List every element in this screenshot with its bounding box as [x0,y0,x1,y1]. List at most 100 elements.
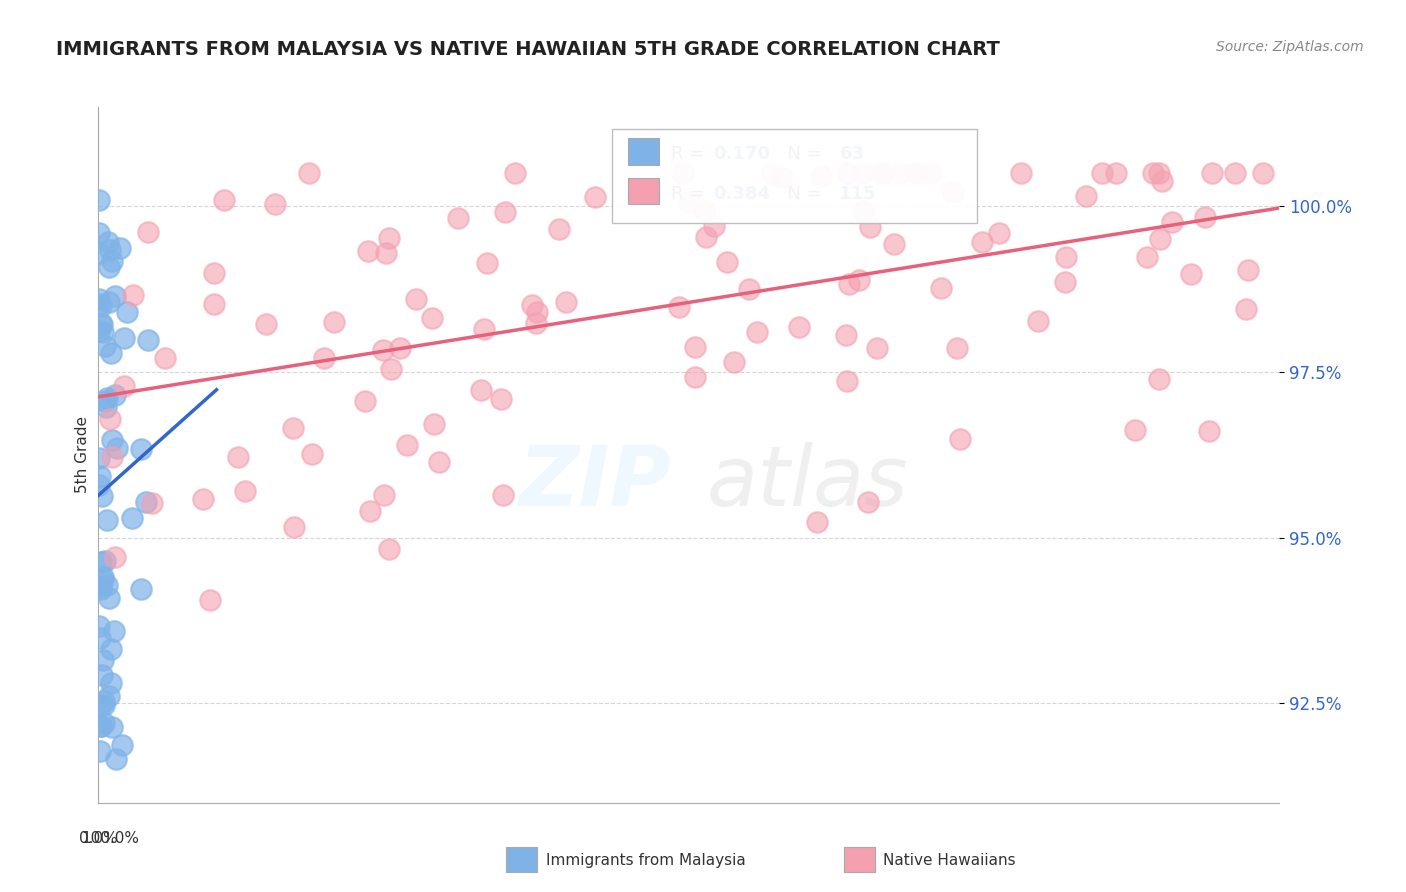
Point [104,388,127,402]
Point [202,297,225,311]
Point [97,260,120,275]
Point [129,582,152,596]
Text: 100.0%: 100.0% [82,830,139,846]
Point [91,325,114,339]
Point [787,320,810,334]
Point [90,582,112,597]
Point [322,315,344,329]
Point [873,166,896,180]
Point [153,351,176,365]
Point [87,451,110,466]
Point [806,515,828,529]
Point [87,293,110,307]
Point [89,744,111,758]
Point [91,653,114,667]
Point [389,341,412,355]
Point [104,289,127,303]
Point [1123,423,1146,437]
Text: IMMIGRANTS FROM MALAYSIA VS NATIVE HAWAIIAN 5TH GRADE CORRELATION CHART: IMMIGRANTS FROM MALAYSIA VS NATIVE HAWAI… [56,40,1000,59]
Point [100,345,122,359]
Text: R =: R = [671,185,710,202]
Point [100,243,122,257]
Point [835,327,858,342]
Point [193,491,215,506]
Point [112,331,135,345]
Point [890,166,912,180]
Point [526,316,548,330]
Text: Native Hawaiians: Native Hawaiians [883,854,1015,868]
Point [94,554,117,568]
Point [100,642,122,657]
Point [851,166,873,180]
Point [89,477,111,491]
Text: 0.0%: 0.0% [79,830,118,846]
Point [738,282,761,296]
Point [672,166,695,180]
Point [494,204,516,219]
Point [122,288,145,302]
Point [254,318,277,332]
Point [492,488,515,502]
Point [105,442,128,456]
Point [1234,301,1257,316]
Point [100,433,122,447]
Point [503,166,526,180]
Point [91,570,114,584]
Point [949,432,972,446]
Point [555,294,578,309]
Point [129,442,152,457]
Point [1028,314,1050,328]
Point [703,219,725,234]
Point [1054,250,1077,264]
Point [1236,262,1258,277]
Point [93,693,115,707]
Point [371,343,394,357]
Text: 115: 115 [839,185,877,202]
Point [1091,166,1114,180]
Point [94,339,117,353]
Point [104,752,127,766]
Point [693,203,716,218]
Text: R =: R = [671,145,710,163]
Point [1142,166,1164,180]
Text: 0.384: 0.384 [713,185,770,202]
Point [89,631,111,645]
Point [837,166,859,180]
Point [354,394,377,409]
Point [136,225,159,239]
Point [89,227,111,241]
Point [97,235,120,249]
Point [810,169,832,183]
Point [547,222,569,236]
Point [202,266,225,280]
Point [859,219,882,234]
Point [1147,372,1170,386]
Point [970,235,993,249]
Point [1225,166,1247,180]
Point [1053,276,1076,290]
Point [89,194,111,208]
Point [110,241,132,255]
Point [837,374,859,388]
Point [848,272,870,286]
Point [420,311,443,326]
Point [357,244,380,259]
Point [94,394,117,409]
Point [283,519,305,533]
Point [866,341,889,355]
Point [695,230,717,244]
Point [90,719,112,733]
Point [90,317,112,331]
Point [96,513,118,527]
Point [526,305,548,319]
Point [212,193,235,207]
Point [90,698,112,713]
Point [104,550,127,565]
Point [100,675,122,690]
Point [1160,215,1182,229]
Point [87,618,110,632]
Point [89,578,111,592]
Point [233,483,256,498]
Point [360,504,382,518]
Point [942,185,965,199]
